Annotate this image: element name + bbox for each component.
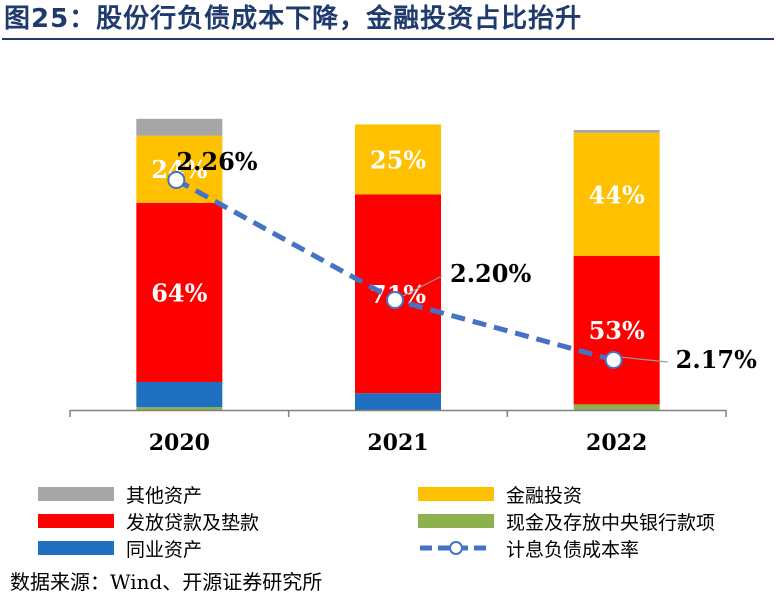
title-rule [2,38,774,40]
legend-item-cost: 计息负债成本率 [418,536,640,561]
legend-label-loans: 发放贷款及垫款 [126,511,260,534]
cost-label-2020: 2.26% [176,147,257,176]
value-label-loans-2020: 64% [151,278,207,307]
legend-item-cash: 现金及存放中央银行款项 [418,509,716,534]
legend-label-cash: 现金及存放中央银行款项 [506,511,716,534]
legend-swatch-loans [38,514,114,528]
bar-loans-2020 [136,202,223,382]
x-tick-label-2022: 2022 [586,430,647,456]
bar-interbank-2021 [355,393,441,410]
chart-title: 图25：股份行负债成本下降，金融投资占比抬升 [4,4,583,34]
bar-invest-2021 [355,124,441,195]
legend-item-loans: 发放贷款及垫款 [38,509,260,534]
leader-line-2022 [619,356,668,363]
legend-item-interbank: 同业资产 [38,536,203,561]
value-label-loans-2022: 53% [589,316,645,345]
source-note: 数据来源：Wind、开源证券研究所 [10,570,323,594]
legend-label-cost: 计息负债成本率 [506,538,640,561]
cost-label-2021: 2.20% [450,259,531,288]
legend-item-invest: 金融投资 [418,482,583,507]
legend-label-invest: 金融投资 [506,484,583,507]
legend-label-other: 其他资产 [126,484,203,507]
bar-other-2020 [136,118,223,136]
bar-loans-2022 [573,256,660,405]
bar-invest-2022 [573,132,660,256]
leader-line-2021 [400,275,443,298]
cost-point-2021 [386,291,404,309]
value-label-invest-2021: 25% [370,145,426,174]
bar-interbank-2020 [136,382,223,408]
legend-swatch-other [38,487,114,501]
legend-item-other: 其他资产 [38,482,203,507]
bar-other-2022 [573,130,660,133]
x-tick-label-2021: 2021 [367,430,428,456]
bar-cash-2022 [573,404,660,410]
legend-swatch-interbank [38,541,114,555]
bar-cash-2020 [136,407,223,410]
legend-label-interbank: 同业资产 [126,538,203,561]
legend-line-cost [420,541,492,555]
legend-swatch-cash [418,514,494,528]
legend-swatch-invest [418,487,494,501]
cost-point-2022 [604,351,623,369]
bar-invest-2020 [136,135,223,203]
chart-legend: 其他资产 金融投资 发放贷款及垫款 现金及存放中央银行款项 同业资产 计息负债成… [38,482,768,562]
x-tick-label-2020: 2020 [149,430,210,456]
cost-point-2020 [167,171,186,189]
stacked-bar-chart: 64%24%71%25%53%44%2020202120222.26%2.20%… [69,118,757,456]
cost-label-2022: 2.17% [676,345,757,374]
value-label-invest-2022: 44% [589,180,645,209]
